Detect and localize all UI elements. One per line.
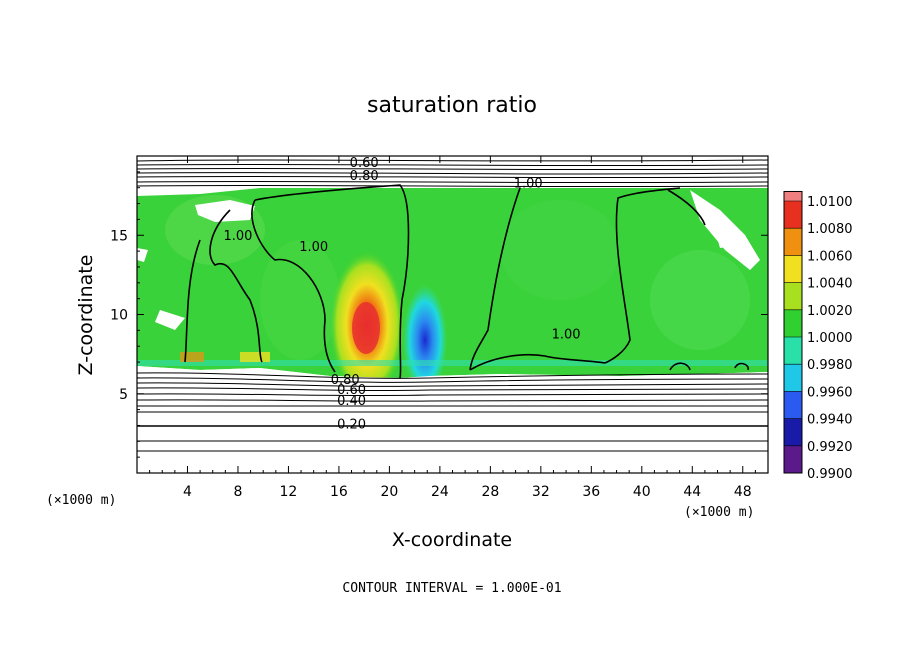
y-axis-title: Z-coordinate	[75, 255, 97, 376]
contour-label: 0.80	[350, 169, 379, 184]
contour-label: 0.60	[350, 156, 379, 171]
x-axis-title: X-coordinate	[392, 529, 512, 551]
y-tick-label: 10	[110, 308, 128, 324]
contour-label: 1.00	[514, 177, 543, 192]
x-tick-label: 28	[481, 484, 499, 500]
x-tick-label: 40	[633, 484, 651, 500]
colorbar-tick-label: 1.0000	[807, 331, 853, 346]
colorbar-tick-label: 0.9900	[807, 467, 853, 482]
colorbar-swatch	[784, 391, 802, 419]
x-axis-ticks: 4 8 12 16 20 24 28 32 36 40 44 48	[149, 156, 756, 500]
chart-title: saturation ratio	[367, 93, 537, 118]
x-tick-label: 20	[380, 484, 398, 500]
x-tick-label: 44	[683, 484, 701, 500]
contour-interval-footer: CONTOUR INTERVAL = 1.000E-01	[342, 581, 561, 596]
colorbar-swatch	[784, 364, 802, 392]
contour-label: 1.00	[552, 327, 581, 342]
colorbar: 0.9900 0.9920 0.9940 0.9960 0.9980 1.0000 1.00…	[783, 190, 853, 482]
colorbar-swatch	[784, 418, 802, 446]
x-units-left: (×1000 m)	[46, 493, 116, 508]
x-tick-label: 32	[532, 484, 550, 500]
colorbar-swatch	[784, 201, 802, 229]
colorbar-tick-label: 1.0020	[807, 304, 853, 319]
colorbar-swatch	[784, 228, 802, 256]
x-tick-label: 24	[431, 484, 449, 500]
plot-field	[137, 156, 768, 473]
colorbar-tick-label: 1.0080	[807, 222, 853, 237]
colorbar-tick-label: 1.0040	[807, 277, 853, 292]
contour-label: 0.80	[331, 373, 360, 388]
colorbar-tick-label: 0.9920	[807, 440, 853, 455]
x-tick-label: 16	[330, 484, 348, 500]
colorbar-tick-label: 1.0100	[807, 195, 853, 210]
y-axis-ticks: 5 10 15	[110, 171, 768, 458]
colorbar-tick-label: 0.9940	[807, 413, 853, 428]
contour-label: 0.40	[337, 394, 366, 409]
colorbar-tick-label: 0.9980	[807, 358, 853, 373]
colorbar-tick-label: 0.9960	[807, 385, 853, 400]
y-tick-label: 15	[110, 228, 128, 244]
x-units-right: (×1000 m)	[684, 505, 754, 520]
colorbar-swatch-top	[784, 191, 802, 201]
contour-label: 1.00	[223, 229, 252, 244]
colorbar-swatch	[784, 337, 802, 365]
contour-label: 0.20	[337, 418, 366, 433]
contour-labels: 0.600.801.001.001.001.000.800.600.400.20	[223, 156, 581, 433]
x-tick-label: 48	[734, 484, 752, 500]
x-tick-label: 12	[280, 484, 298, 500]
x-tick-label: 8	[233, 484, 242, 500]
contour-label: 0.60	[337, 383, 366, 398]
colorbar-swatch	[784, 445, 802, 473]
x-tick-label: 4	[183, 484, 192, 500]
colorbar-swatch	[784, 282, 802, 310]
contour-lines	[137, 159, 768, 452]
y-tick-label: 5	[119, 387, 128, 403]
colorbar-swatch	[784, 255, 802, 283]
colorbar-swatch	[784, 309, 802, 337]
colorbar-tick-label: 1.0060	[807, 249, 853, 264]
contour-label: 1.00	[299, 240, 328, 255]
x-tick-label: 36	[582, 484, 600, 500]
